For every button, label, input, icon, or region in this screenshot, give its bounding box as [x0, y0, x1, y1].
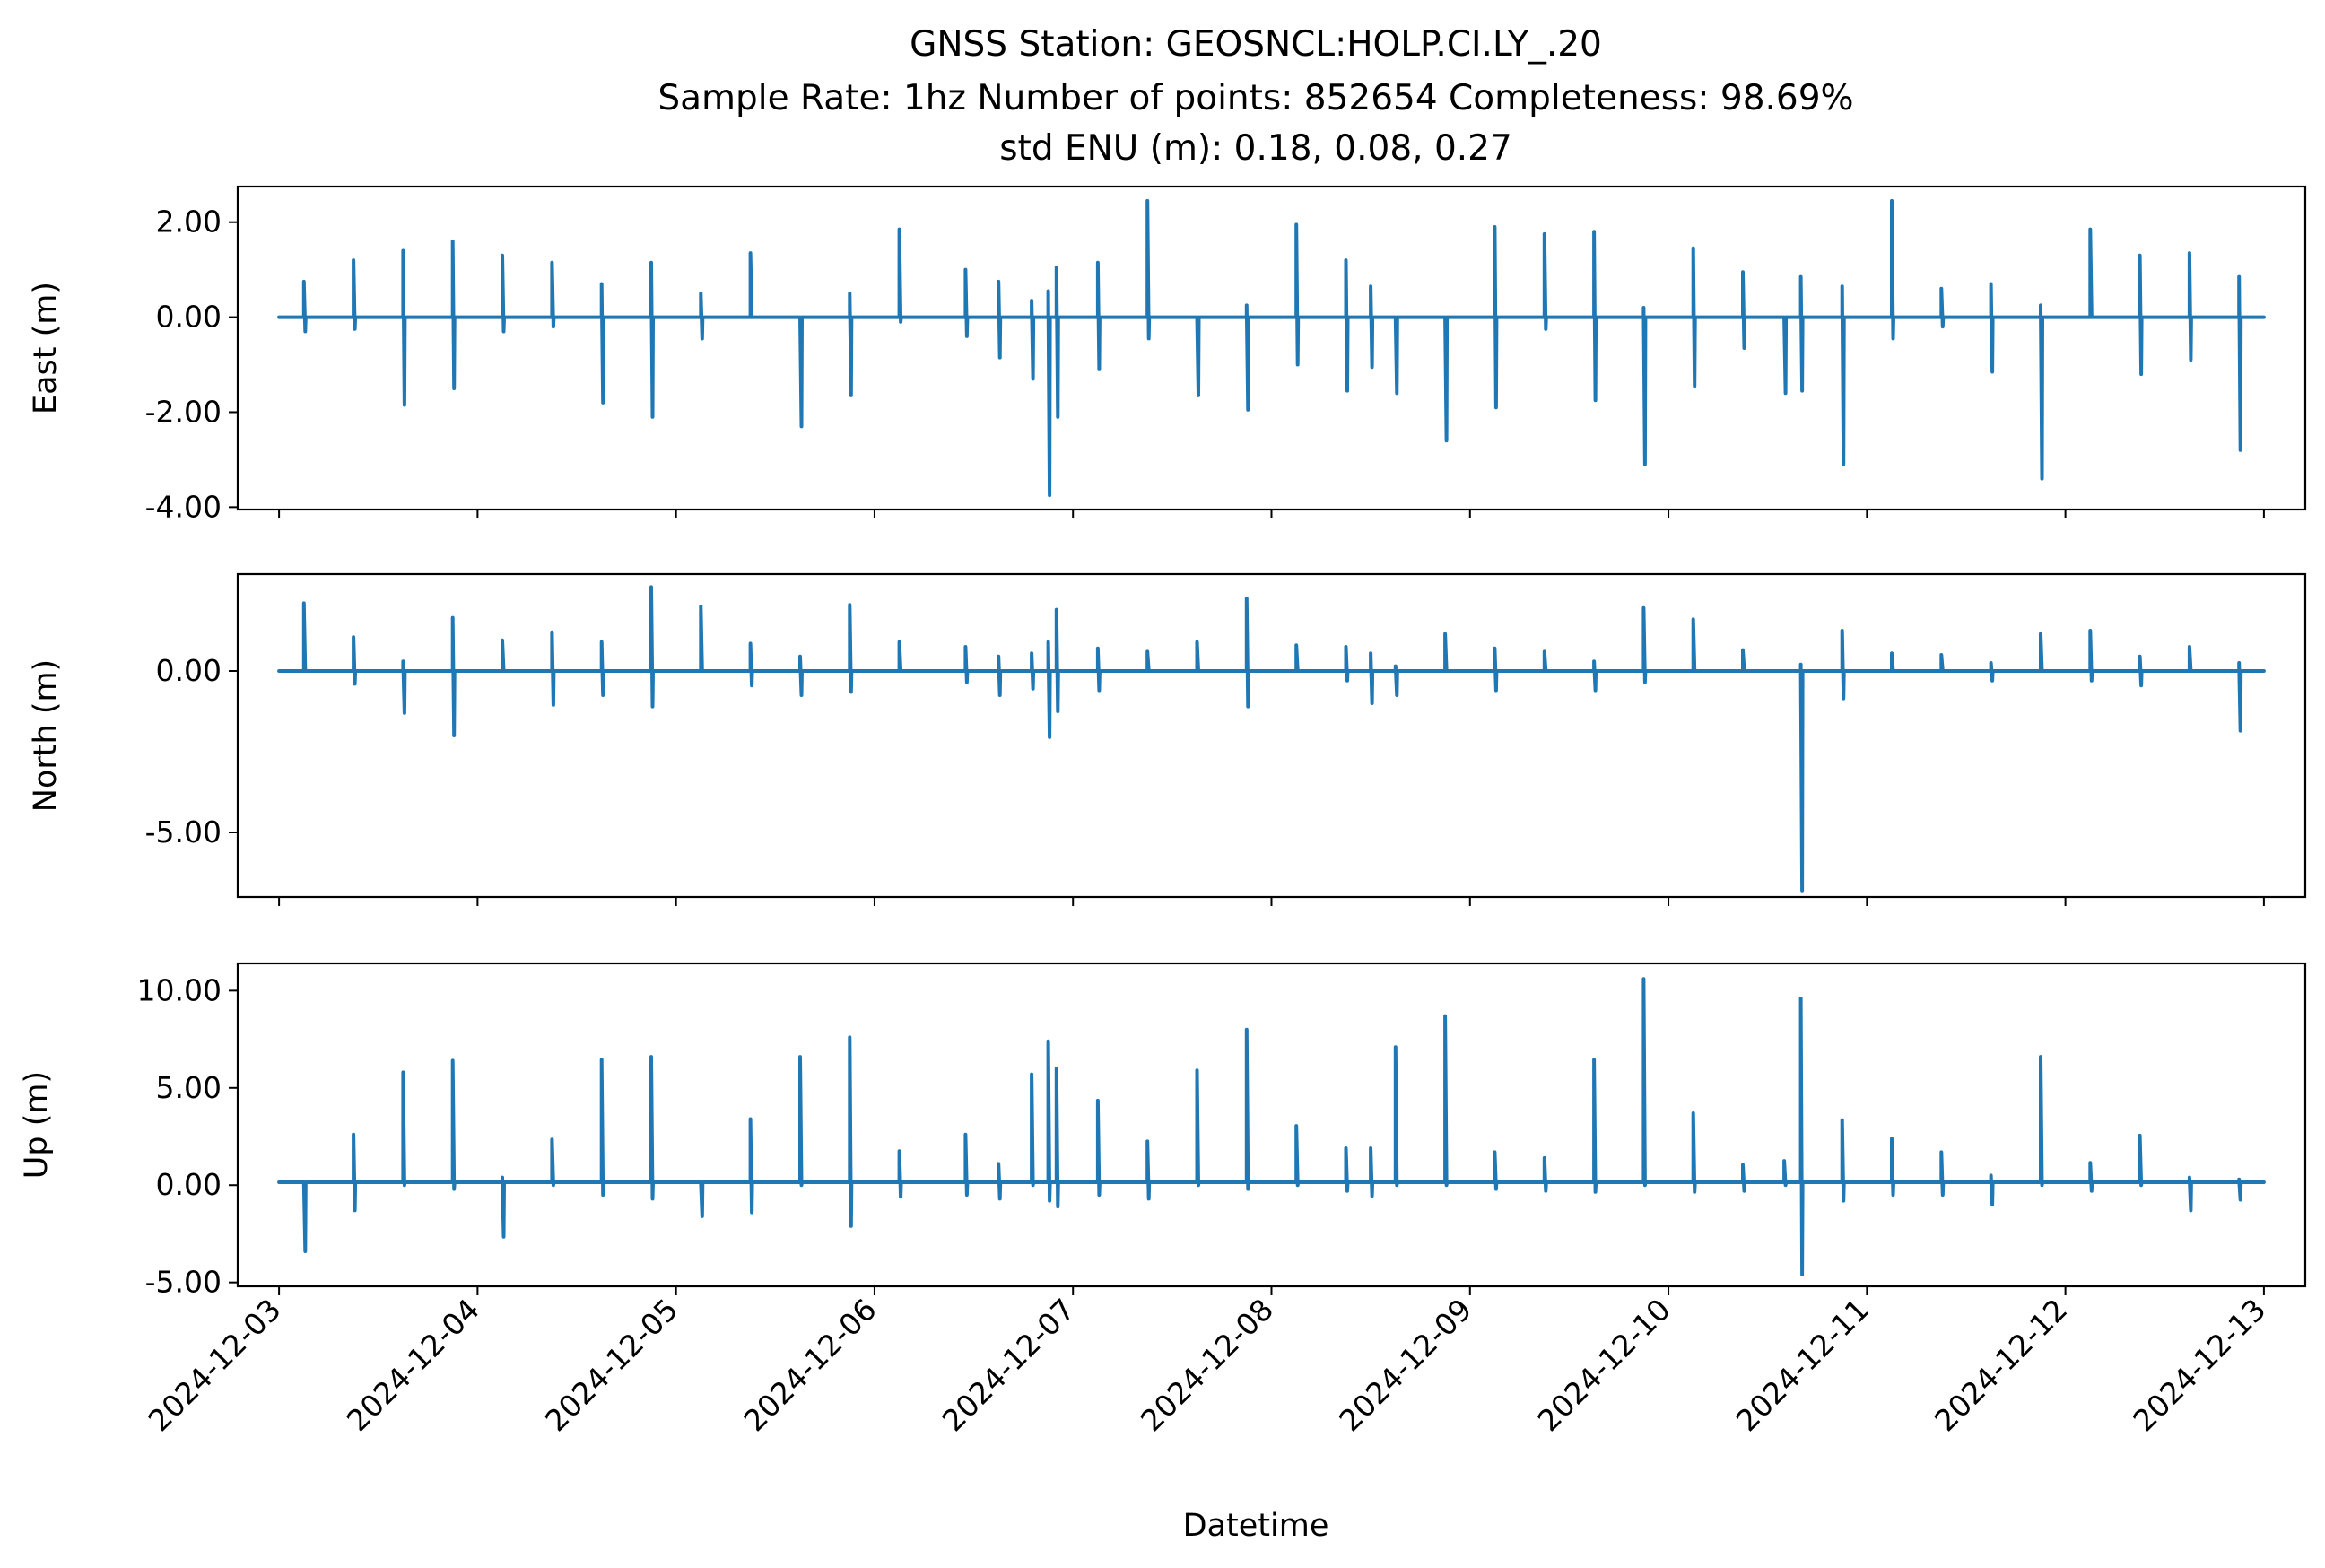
east-y-tick-label: 0.00	[156, 300, 222, 335]
east-y-axis-label: East (m)	[28, 282, 64, 414]
title-line-1: GNSS Station: GEOSNCL:HOLP.CI.LY_.20	[910, 24, 1602, 65]
x-tick-label: 2024-12-09	[1332, 1292, 1478, 1438]
x-tick-label: 2024-12-07	[936, 1292, 1082, 1438]
up-y-tick-label: -5.00	[145, 1265, 222, 1300]
east-panel: 2.00 0.00 -2.00 -4.00 East (m)	[28, 185, 2307, 524]
north-y-tick-label: 0.00	[156, 653, 222, 688]
up-y-tick-label: 10.00	[137, 972, 222, 1007]
x-tick-label: 2024-12-11	[1729, 1292, 1876, 1438]
east-plot-frame	[236, 185, 2307, 511]
up-series-line	[277, 977, 2266, 1276]
up-plot-frame	[236, 962, 2307, 1288]
x-axis: 2024-12-03 2024-12-04 2024-12-05 2024-12-06…	[142, 1292, 2273, 1438]
east-y-tick-label: 2.00	[156, 205, 222, 240]
x-tick-label: 2024-12-04	[340, 1292, 486, 1438]
north-y-tick-label: -5.00	[145, 814, 222, 849]
east-y-tick-label: -4.00	[145, 489, 222, 524]
north-plot-frame	[236, 572, 2307, 899]
x-tick-label: 2024-12-10	[1531, 1292, 1677, 1438]
east-series-line	[277, 198, 2266, 498]
title-line-3: std ENU (m): 0.18, 0.08, 0.27	[999, 128, 1512, 169]
east-y-tick-label: -2.00	[145, 394, 222, 429]
north-series-line	[277, 585, 2266, 893]
up-y-tick-label: 5.00	[156, 1070, 222, 1105]
x-tick-label: 2024-12-05	[538, 1292, 684, 1438]
x-tick-label: 2024-12-03	[142, 1292, 288, 1438]
x-tick-label: 2024-12-12	[1928, 1292, 2074, 1438]
title-line-2: Sample Rate: 1hz Number of points: 85265…	[657, 78, 1853, 118]
north-y-axis-label: North (m)	[28, 659, 64, 812]
up-panel: 10.00 5.00 0.00 -5.00 Up (m)	[19, 962, 2307, 1300]
north-panel: 0.00 -5.00 North (m)	[28, 572, 2307, 906]
x-axis-label: Datetime	[1183, 1508, 1329, 1544]
up-y-axis-label: Up (m)	[19, 1071, 55, 1179]
x-tick-label: 2024-12-08	[1134, 1292, 1280, 1438]
x-tick-label: 2024-12-13	[2126, 1292, 2272, 1438]
up-y-tick-label: 0.00	[156, 1167, 222, 1202]
x-tick-label: 2024-12-06	[736, 1292, 883, 1438]
